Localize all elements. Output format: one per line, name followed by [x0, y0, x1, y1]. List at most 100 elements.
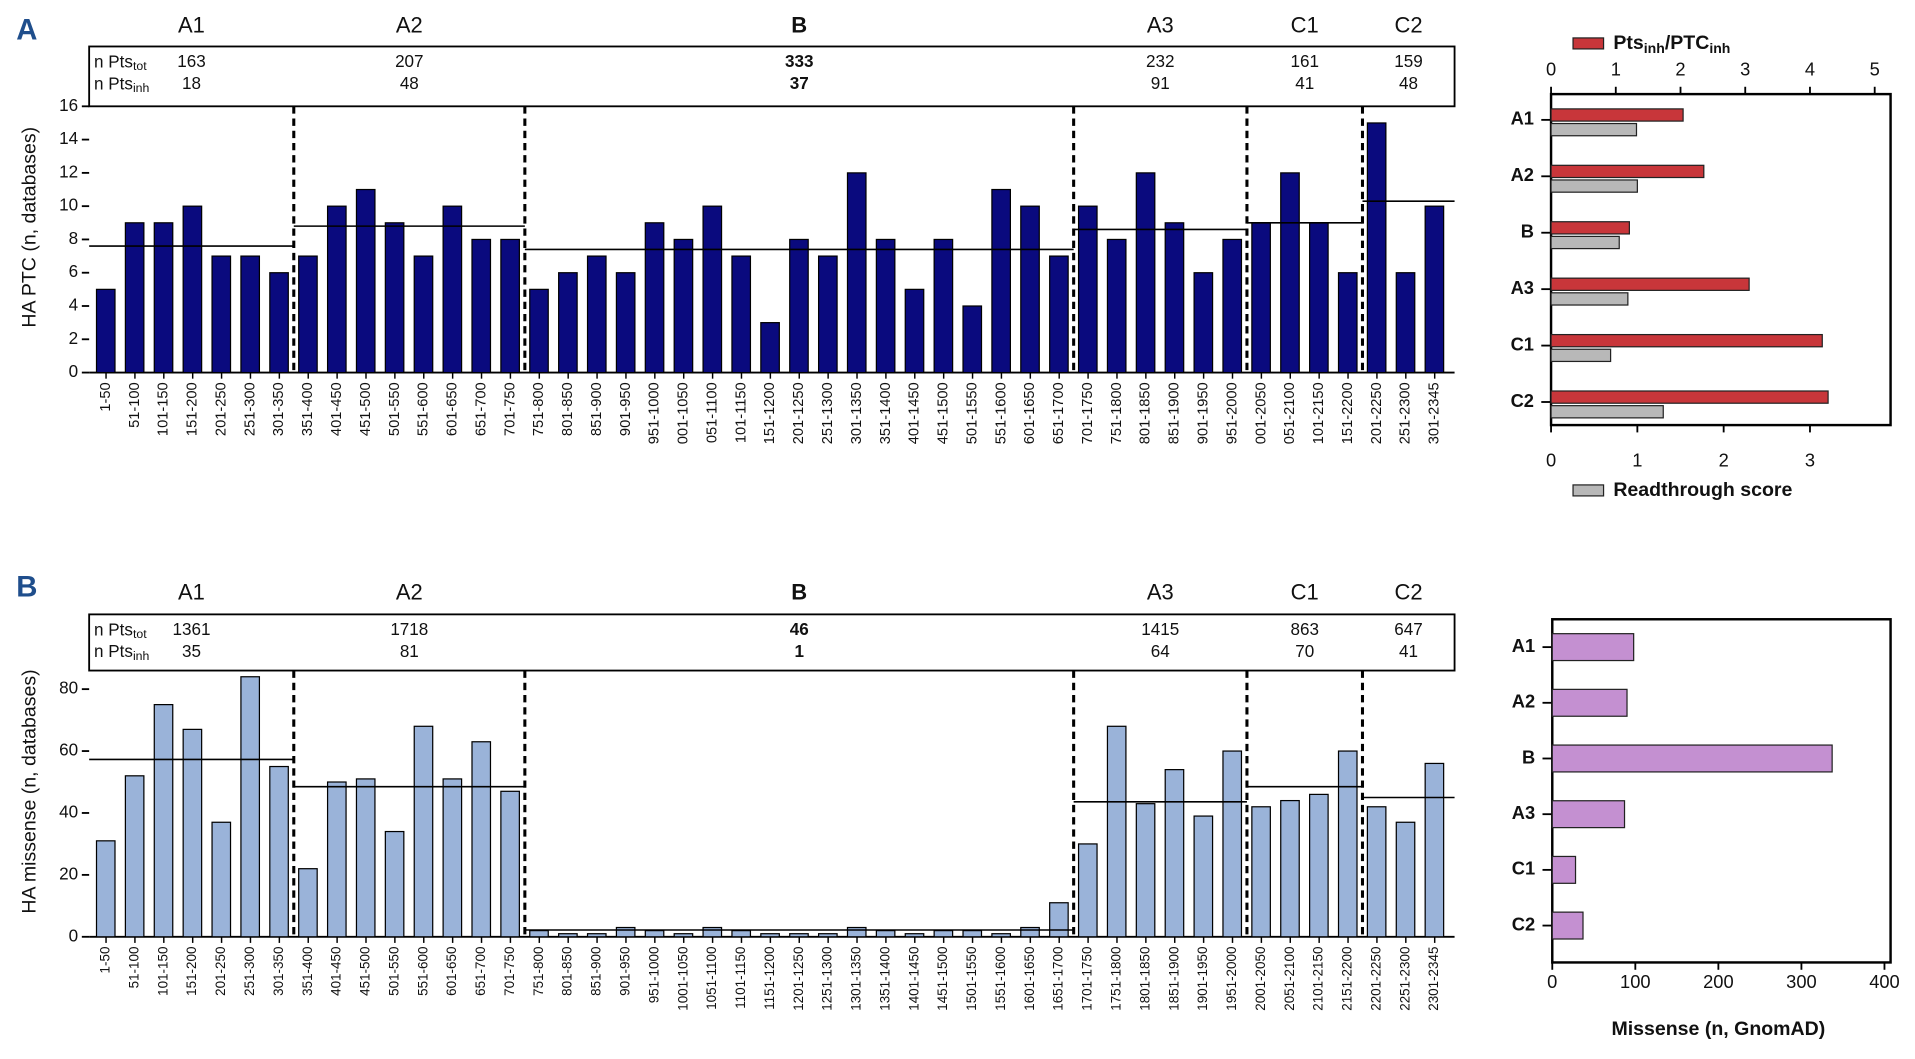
y-tick-label: B: [1521, 221, 1534, 242]
x-tick-label: 601-1650: [1022, 382, 1038, 444]
bar: [298, 255, 318, 374]
x-tick-label: 1151-1200: [762, 947, 777, 1010]
x-tick-label: 2301-2345: [1426, 947, 1441, 1011]
x-tick-label: 200: [1703, 971, 1734, 992]
domain-name: C2: [1394, 13, 1422, 38]
x2-tick-label: 1: [1611, 59, 1621, 80]
x-tick-label: 301-350: [271, 947, 286, 996]
x-tick-label: 451-1500: [936, 382, 952, 444]
n-tot: 46: [790, 620, 809, 639]
bar: [1550, 348, 1612, 363]
y-tick-label: A2: [1512, 691, 1535, 712]
row-label: n Ptsinh: [94, 74, 149, 96]
legend-swatch: [1572, 37, 1605, 50]
x-tick-label: 1451-1500: [935, 947, 950, 1011]
x-tick-label: 551-1600: [993, 382, 1009, 444]
bar: [1424, 205, 1445, 374]
y-tick-label: 0: [69, 362, 79, 381]
x-tick-label: 1651-1700: [1051, 947, 1066, 1011]
y-tick-label: A3: [1512, 802, 1535, 823]
domain-name: C1: [1291, 579, 1319, 604]
x-tick-label: 451-500: [358, 382, 374, 436]
bar: [153, 222, 174, 374]
x-tick-label: 101-150: [156, 382, 172, 436]
n-tot: 1718: [390, 620, 428, 639]
legend-swatch: [1572, 484, 1605, 497]
bar: [1395, 821, 1416, 938]
legend-label: Ptsinh/PTCinh: [1613, 32, 1730, 55]
x-tick-label: 301-350: [271, 382, 287, 436]
x-tick-label: 1951-2000: [1224, 947, 1239, 1011]
x-tick-label: 701-1750: [1080, 382, 1096, 444]
bar: [1077, 205, 1098, 374]
x-tick-label: 151-200: [185, 382, 201, 436]
bar: [1222, 750, 1243, 938]
bar: [355, 778, 376, 938]
bar: [1366, 122, 1387, 374]
x-tick-label: 951-1000: [647, 382, 663, 444]
bar: [1366, 806, 1387, 938]
bar: [1550, 164, 1705, 179]
bar: [326, 205, 347, 374]
y-tick-label: 2: [69, 329, 79, 348]
n-tot: 163: [177, 52, 206, 71]
y-tick-label: 12: [59, 162, 78, 181]
bar: [846, 172, 867, 374]
bar: [355, 188, 376, 374]
bar: [269, 765, 289, 938]
plot-box: [1549, 92, 1892, 427]
bar: [1550, 292, 1629, 306]
row-label-part: inh: [133, 81, 150, 95]
x-tick-label: 201-2250: [1369, 382, 1385, 444]
bar: [153, 704, 174, 938]
bar: [702, 205, 723, 374]
bar: [442, 778, 463, 938]
x-tick-label: 1751-1800: [1109, 947, 1124, 1011]
x-tick-label: 651-700: [473, 947, 488, 996]
x-tick-label: 1051-1100: [704, 947, 719, 1010]
x-tick-label: 1351-1400: [877, 947, 892, 1011]
n-tot: 207: [395, 52, 424, 71]
bar: [991, 933, 1012, 938]
legend-label-part: Pts: [1613, 32, 1644, 54]
x-tick-label: 1801-1850: [1137, 947, 1152, 1011]
legend-label-part: inh: [1709, 40, 1730, 56]
y-tick-label: 14: [59, 129, 78, 148]
x-tick-label: 151-200: [184, 947, 199, 996]
domain-name: C2: [1394, 579, 1422, 604]
n-inh: 70: [1295, 642, 1314, 661]
bar: [413, 255, 434, 374]
x-tick-label: 551-600: [416, 382, 432, 436]
bar: [875, 930, 896, 938]
x-tick-label: 2101-2150: [1311, 947, 1326, 1011]
bar: [1424, 762, 1445, 938]
y-axis-title: HA missense (n, databases): [19, 669, 41, 913]
bar: [500, 238, 520, 374]
bar: [904, 288, 925, 374]
domain-name: A2: [396, 579, 423, 604]
bar: [558, 272, 578, 374]
bar: [586, 933, 607, 938]
row-label-part: inh: [133, 649, 150, 663]
bar: [586, 255, 607, 374]
x-tick-label: 301-2345: [1427, 382, 1443, 444]
y-tick-label: A3: [1511, 277, 1534, 298]
x-tick-label: 951-1000: [646, 947, 661, 1004]
n-inh: 41: [1399, 642, 1418, 661]
x-tick-label: 901-950: [618, 382, 634, 436]
bar: [1077, 843, 1098, 938]
x-tick-label: 601-650: [444, 947, 459, 996]
domain-name: C1: [1291, 13, 1319, 38]
bar: [211, 255, 232, 374]
x-tick-label: 1901-1950: [1195, 947, 1210, 1011]
x-tick-label: 2251-2300: [1397, 947, 1412, 1011]
x-tick-label: 300: [1786, 971, 1817, 992]
x2-tick-label: 3: [1740, 59, 1750, 80]
bar: [1551, 855, 1577, 884]
row-label-part: tot: [133, 627, 147, 641]
bar: [817, 255, 838, 374]
bar: [384, 222, 405, 374]
bar: [1049, 255, 1069, 374]
x-tick-label: 3: [1805, 450, 1815, 471]
bar: [1550, 405, 1664, 419]
